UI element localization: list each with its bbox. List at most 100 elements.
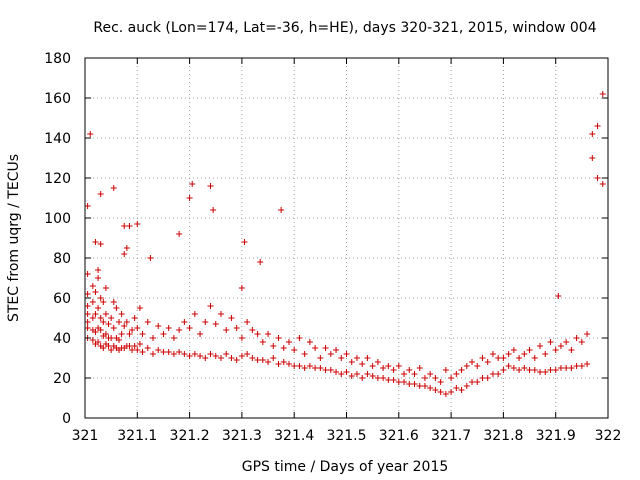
data-point — [265, 331, 272, 337]
data-point — [547, 339, 554, 345]
data-point — [265, 359, 272, 365]
data-point — [479, 355, 486, 361]
data-point — [557, 343, 564, 349]
data-point — [369, 363, 376, 369]
data-point — [578, 339, 585, 345]
x-tick-label: 321.8 — [483, 428, 523, 444]
data-point — [202, 355, 209, 361]
data-point — [505, 351, 512, 357]
data-point — [442, 367, 449, 373]
data-point — [599, 91, 606, 97]
data-point — [411, 371, 418, 377]
data-point — [301, 365, 308, 371]
data-point — [95, 305, 102, 311]
data-point — [406, 381, 413, 387]
data-point — [123, 319, 130, 325]
y-tick-label: 80 — [53, 251, 71, 267]
data-point — [353, 355, 360, 361]
data-point — [291, 347, 298, 353]
y-tick-label: 20 — [53, 371, 71, 387]
x-tick-label: 321.7 — [431, 428, 471, 444]
data-point — [301, 351, 308, 357]
data-point — [599, 181, 606, 187]
data-point — [510, 347, 517, 353]
data-point — [191, 351, 198, 357]
data-point — [416, 383, 423, 389]
data-point — [385, 377, 392, 383]
data-point — [139, 331, 146, 337]
data-point — [469, 379, 476, 385]
data-point — [105, 343, 112, 349]
data-point — [555, 293, 562, 299]
data-point — [547, 367, 554, 373]
data-point — [244, 351, 251, 357]
data-point — [84, 271, 91, 277]
data-point — [296, 335, 303, 341]
data-point — [97, 241, 104, 247]
x-tick-label: 321.4 — [274, 428, 314, 444]
data-point — [427, 371, 434, 377]
data-point — [170, 335, 177, 341]
data-point — [84, 203, 91, 209]
data-point — [484, 359, 491, 365]
data-point — [238, 335, 245, 341]
data-point — [144, 345, 151, 351]
data-point — [406, 367, 413, 373]
data-point — [110, 299, 117, 305]
data-point — [500, 355, 507, 361]
data-point — [100, 299, 107, 305]
data-point — [537, 369, 544, 375]
data-point — [147, 255, 154, 261]
data-point — [453, 371, 460, 377]
data-point — [228, 315, 235, 321]
data-point — [463, 363, 470, 369]
data-point — [84, 291, 91, 297]
data-point — [123, 245, 130, 251]
data-point — [333, 369, 340, 375]
data-point — [257, 259, 264, 265]
data-point — [411, 381, 418, 387]
data-point — [374, 375, 381, 381]
x-tick-label: 321.1 — [117, 428, 157, 444]
data-point — [95, 275, 102, 281]
data-point — [149, 335, 156, 341]
data-point — [100, 319, 107, 325]
y-tick-label: 160 — [44, 91, 71, 107]
data-point — [521, 365, 528, 371]
data-point — [495, 355, 502, 361]
data-point — [552, 347, 559, 353]
data-point — [165, 349, 172, 355]
data-point — [165, 325, 172, 331]
data-point — [84, 311, 91, 317]
data-point — [542, 369, 549, 375]
data-point — [207, 303, 214, 309]
data-point — [92, 329, 99, 335]
data-point — [317, 365, 324, 371]
data-point — [197, 353, 204, 359]
data-point — [458, 387, 465, 393]
data-point — [108, 347, 115, 353]
data-point — [568, 347, 575, 353]
data-point — [453, 385, 460, 391]
data-point — [552, 367, 559, 373]
data-point — [285, 339, 292, 345]
data-point — [448, 389, 455, 395]
y-tick-label: 180 — [44, 51, 71, 67]
data-point — [516, 355, 523, 361]
data-point — [97, 295, 104, 301]
data-point — [110, 185, 117, 191]
data-point — [207, 351, 214, 357]
y-tick-label: 40 — [53, 331, 71, 347]
data-point — [113, 305, 120, 311]
data-point — [584, 331, 591, 337]
data-point — [469, 359, 476, 365]
data-point — [380, 375, 387, 381]
data-point — [84, 325, 91, 331]
data-point — [526, 367, 533, 373]
data-point — [121, 223, 128, 229]
data-point — [537, 343, 544, 349]
y-tick-label: 60 — [53, 291, 71, 307]
data-point — [244, 319, 251, 325]
data-point — [233, 357, 240, 363]
